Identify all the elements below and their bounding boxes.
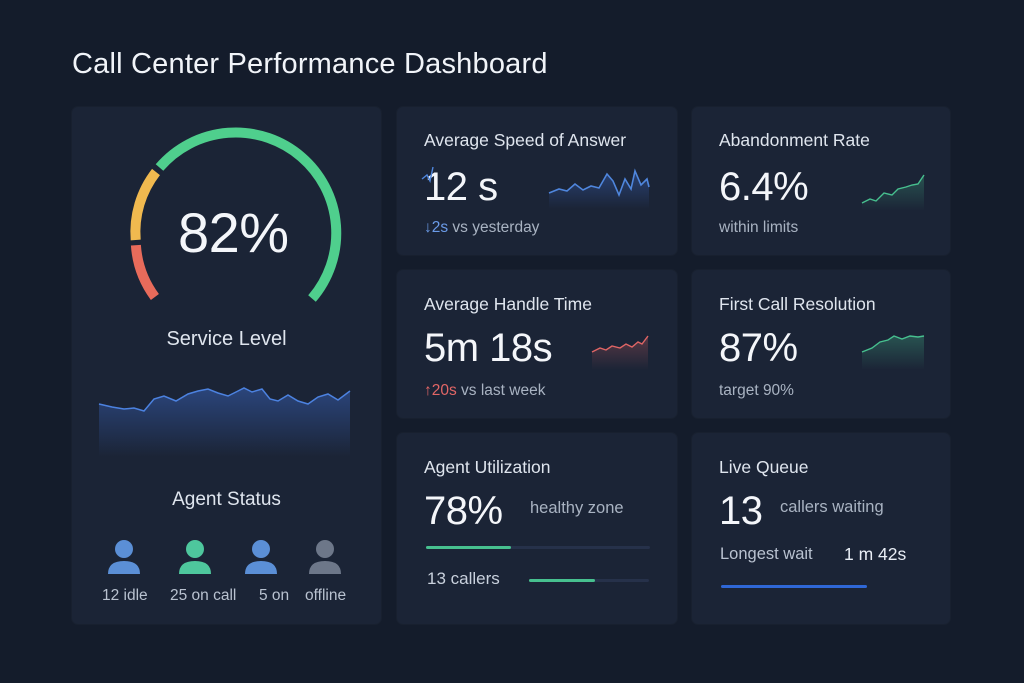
asa-title: Average Speed of Answer <box>424 130 627 150</box>
aht-card[interactable]: Average Handle Time 5m 18s ↑20s vs last … <box>397 270 677 418</box>
agent-on-call-user-icon <box>179 540 211 574</box>
fcr-title: First Call Resolution <box>719 294 876 314</box>
live-queue-title: Live Queue <box>719 457 809 477</box>
fcr-note: target 90% <box>719 382 794 399</box>
utilization-title: Agent Utilization <box>424 457 551 477</box>
live-queue-card[interactable]: Live Queue 13 callers waiting Longest wa… <box>692 433 950 624</box>
gauge-segment-amber <box>130 168 161 241</box>
fcr-sparkline <box>861 335 925 370</box>
asa-mini-spark-icon <box>421 166 434 184</box>
utilization-bar <box>426 546 650 549</box>
agent-status-title: Agent Status <box>172 489 281 510</box>
agent-offline-user-icon <box>309 540 341 574</box>
agent-idle-user-icon <box>108 540 140 574</box>
aht-sparkline <box>591 335 649 370</box>
live-queue-value: 13 <box>719 489 763 533</box>
callers-bar <box>529 579 649 582</box>
longest-wait-label: Longest wait <box>720 545 813 563</box>
agent-status-on-call-label: 25 on call <box>170 587 237 604</box>
longest-wait-value: 1 m 42s <box>844 544 907 564</box>
utilization-value: 78% <box>424 489 503 533</box>
asa-sparkline <box>548 168 650 209</box>
gauge-segment-green <box>155 127 342 302</box>
aht-title: Average Handle Time <box>424 294 592 314</box>
agent-on-user-icon <box>245 540 277 574</box>
live-queue-note: callers waiting <box>780 498 884 516</box>
aht-change: ↑20s vs last week <box>424 382 546 399</box>
agent-status-on-label: 5 on <box>259 587 290 604</box>
utilization-bar-fill <box>426 546 511 549</box>
asa-value: 12 s <box>424 165 498 209</box>
queue-bar <box>721 585 867 588</box>
abandonment-note: within limits <box>719 219 799 236</box>
utilization-note: healthy zone <box>530 499 624 517</box>
abandonment-title: Abandonment Rate <box>719 130 870 150</box>
service-level-value: 82% <box>178 201 289 264</box>
agent-status-offline-label: offline <box>305 587 347 604</box>
fcr-value: 87% <box>719 326 798 370</box>
asa-card[interactable]: Average Speed of Answer 12 s ↓2s vs yest… <box>397 107 677 255</box>
service-level-card[interactable]: 82% Service Level Agent Status 12 idle 2… <box>72 107 381 624</box>
fcr-card[interactable]: First Call Resolution 87% target 90% <box>692 270 950 418</box>
service-level-label: Service Level <box>166 328 287 350</box>
dashboard-title: Call Center Performance Dashboard <box>72 48 548 80</box>
down-arrow-icon: ↓ <box>424 219 432 236</box>
service-level-gauge <box>130 127 342 302</box>
utilization-callers: 13 callers <box>427 569 500 588</box>
abandonment-value: 6.4% <box>719 165 809 209</box>
up-arrow-icon: ↑ <box>424 382 432 399</box>
abandonment-sparkline <box>861 174 925 211</box>
utilization-card[interactable]: Agent Utilization 78% healthy zone 13 ca… <box>397 433 677 624</box>
asa-change: ↓2s vs yesterday <box>424 219 540 236</box>
gauge-segment-red <box>130 244 160 300</box>
service-level-sparkline <box>98 387 351 457</box>
abandonment-card[interactable]: Abandonment Rate 6.4% within limits <box>692 107 950 255</box>
aht-value: 5m 18s <box>424 326 553 370</box>
agent-status-idle-label: 12 idle <box>102 587 148 604</box>
callers-bar-fill <box>529 579 595 582</box>
